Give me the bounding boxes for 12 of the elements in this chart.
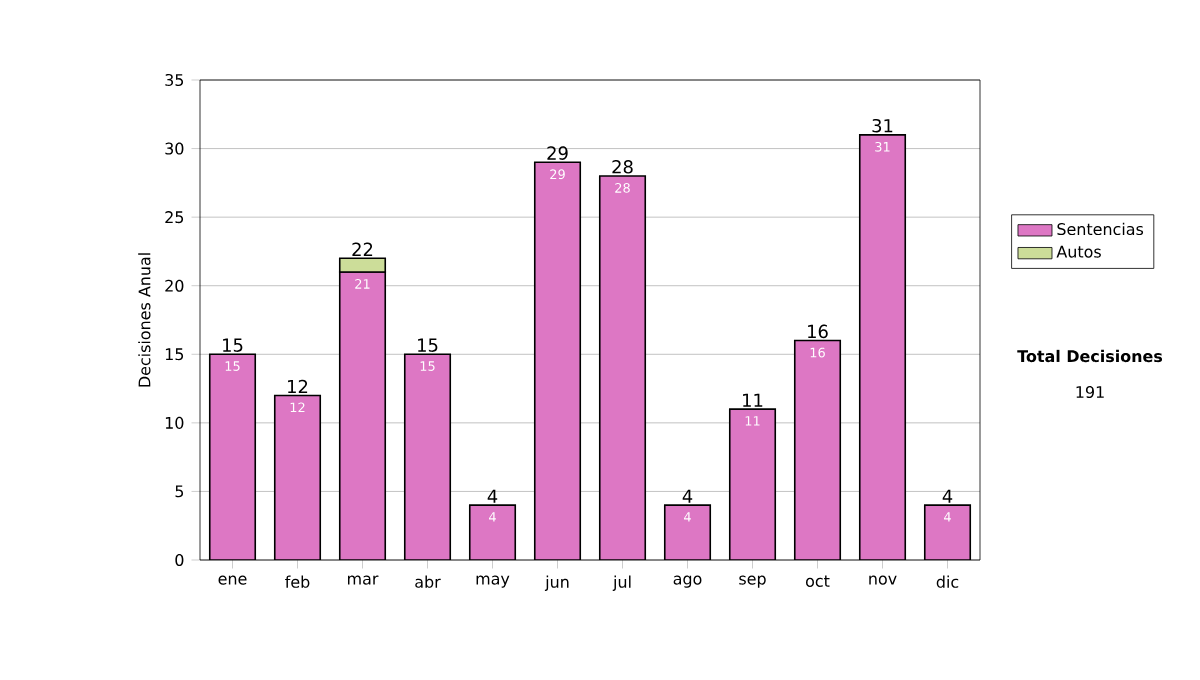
- total-label: 16: [808, 324, 828, 339]
- total-label: 15: [418, 338, 438, 352]
- total-label: 28: [612, 160, 633, 174]
- total-label: 4: [487, 489, 498, 503]
- total-label: 22: [352, 242, 373, 256]
- total-label: 31: [872, 118, 893, 133]
- total-label: 11: [743, 393, 763, 407]
- total-label: 4: [682, 489, 693, 503]
- total-label: 29: [547, 146, 568, 160]
- total-label: 4: [942, 489, 953, 503]
- total-label: 15: [223, 338, 243, 352]
- total-label: 12: [288, 379, 308, 394]
